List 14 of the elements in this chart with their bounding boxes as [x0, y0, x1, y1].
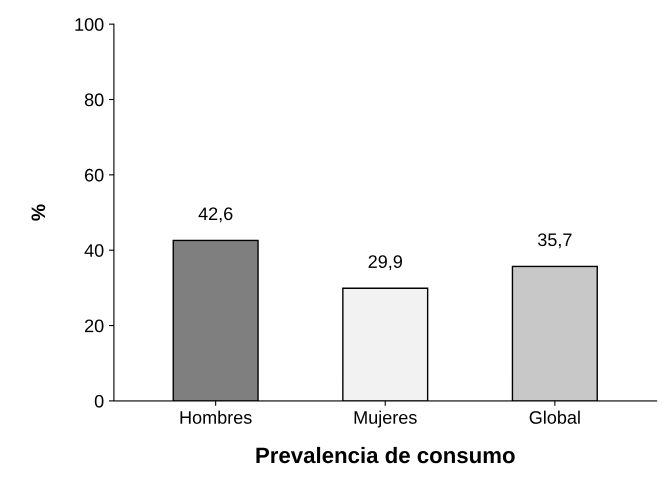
x-axis-title: Prevalencia de consumo: [256, 446, 515, 464]
x-tick-label: Global: [530, 410, 580, 424]
x-tick-label: Hombres: [180, 410, 252, 424]
y-tick-label: 100: [75, 18, 104, 31]
y-tick-label: 20: [85, 319, 104, 332]
y-axis-title: %: [31, 204, 46, 221]
x-tick-label: Mujeres: [354, 410, 417, 428]
y-tick-label: 40: [84, 244, 104, 257]
data-label: 42,6: [198, 207, 232, 222]
y-tick-label: 80: [84, 93, 104, 106]
data-label: 35,7: [538, 233, 572, 248]
y-tick-label: 60: [85, 168, 104, 182]
data-label: 29,9: [368, 255, 402, 270]
y-tick-label: 0: [94, 394, 104, 408]
